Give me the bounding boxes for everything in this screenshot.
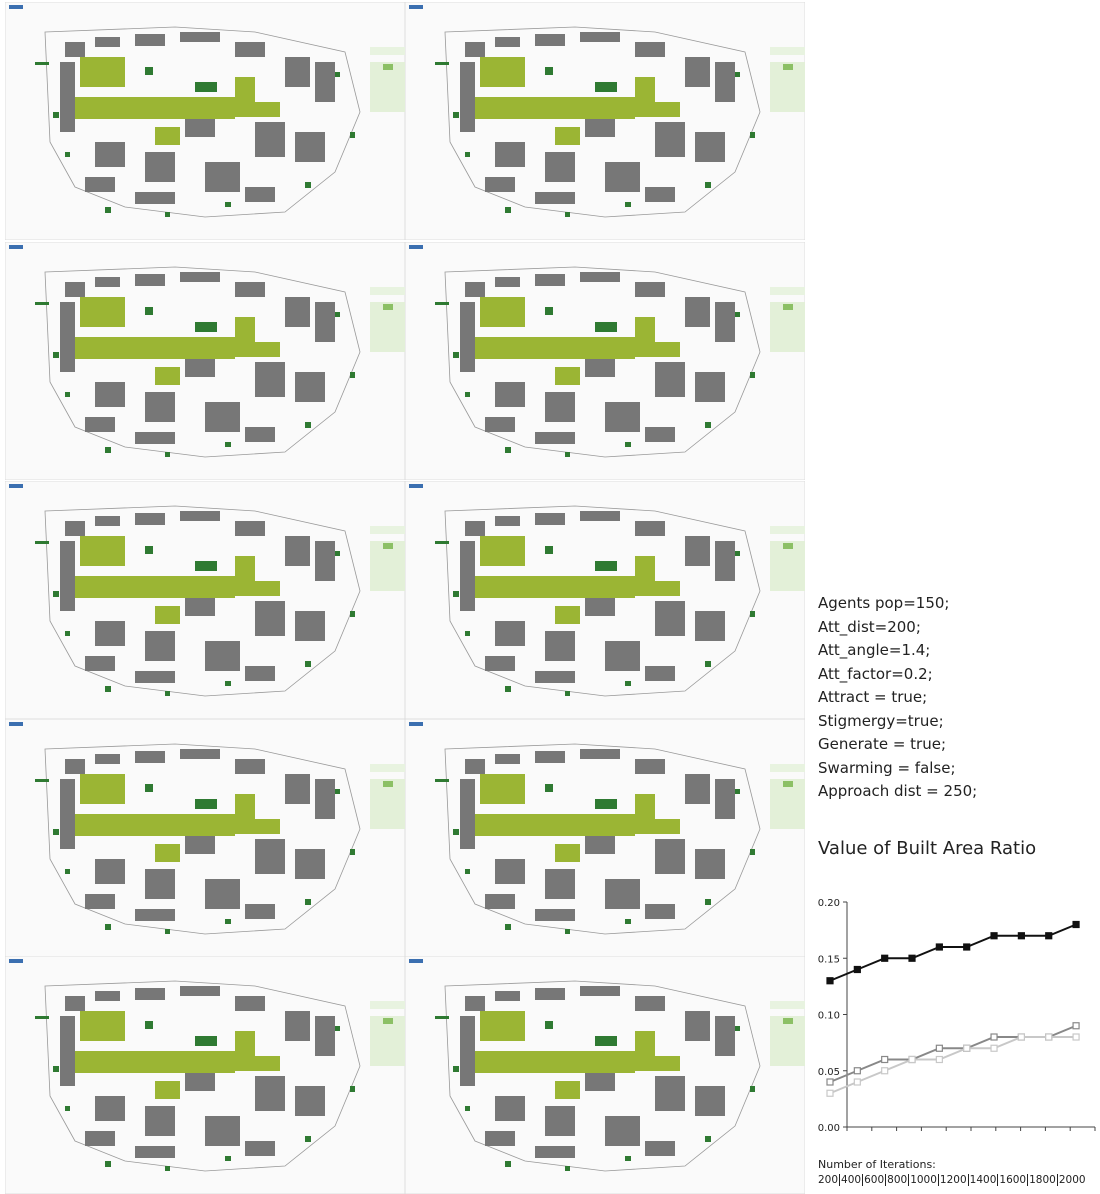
x-tick-label: 1600 [997, 1174, 1026, 1186]
data-point [1046, 933, 1052, 939]
map-panel [405, 956, 805, 1194]
data-point [827, 1090, 833, 1096]
parameter: Att_dist=200; [818, 616, 977, 640]
data-point [909, 1057, 915, 1063]
data-point [1073, 1034, 1079, 1040]
map-panel [5, 242, 405, 480]
data-point [827, 1079, 833, 1085]
map-panel [405, 719, 805, 957]
parameter: Att_angle=1.4; [818, 639, 977, 663]
map-panel [405, 2, 805, 240]
x-tick-label: 1000 [908, 1174, 937, 1186]
y-tick-label: 0.10 [818, 1011, 840, 1022]
y-tick-label: 0.05 [818, 1067, 840, 1078]
parameter: Stigmergy=true; [818, 710, 977, 734]
x-axis-title: Number of Iterations: [818, 1158, 936, 1171]
data-point [991, 1034, 997, 1040]
x-tick-label: 400 [839, 1174, 861, 1186]
parameter: Approach dist = 250; [818, 780, 977, 804]
x-tick-label: 800 [885, 1174, 907, 1186]
data-point [882, 1057, 888, 1063]
data-point [936, 1045, 942, 1051]
data-point [882, 1068, 888, 1074]
x-tick-label: 2000 [1057, 1174, 1086, 1186]
data-point [1073, 922, 1079, 928]
x-tick-label: 1800 [1027, 1174, 1056, 1186]
x-tick-label: 200 [818, 1174, 838, 1186]
data-point [964, 1045, 970, 1051]
data-point [854, 1068, 860, 1074]
simulation-panels [0, 0, 810, 1194]
x-tick-label: 600 [862, 1174, 884, 1186]
y-tick-label: 0.00 [818, 1123, 840, 1134]
data-point [909, 955, 915, 961]
data-point [854, 967, 860, 973]
chart-title: Value of Built Area Ratio [818, 838, 1036, 859]
map-panel [5, 956, 405, 1194]
data-point [936, 1057, 942, 1063]
data-point [991, 933, 997, 939]
x-tick-label: 1400 [968, 1174, 997, 1186]
map-panel [5, 481, 405, 719]
data-point [1018, 1034, 1024, 1040]
map-panel [5, 2, 405, 240]
parameter: Attract = true; [818, 686, 977, 710]
map-panel [405, 242, 805, 480]
data-point [936, 944, 942, 950]
data-point [991, 1045, 997, 1051]
data-point [882, 955, 888, 961]
y-tick-label: 0.20 [818, 898, 840, 909]
data-point [827, 978, 833, 984]
parameter: Swarming = false; [818, 757, 977, 781]
page: Agents pop=150;Att_dist=200;Att_angle=1.… [0, 0, 1100, 1194]
map-panel [5, 719, 405, 957]
data-point [1018, 933, 1024, 939]
data-point [1073, 1023, 1079, 1029]
parameter: Agents pop=150; [818, 592, 977, 616]
parameter: Att_factor=0.2; [818, 663, 977, 687]
data-point [1046, 1034, 1052, 1040]
y-tick-label: 0.15 [818, 954, 840, 965]
series-line [830, 1037, 1076, 1093]
x-tick-label: 1200 [938, 1174, 967, 1186]
series-line [830, 925, 1076, 981]
data-point [964, 944, 970, 950]
data-point [854, 1079, 860, 1085]
map-panel [405, 481, 805, 719]
parameter-list: Agents pop=150;Att_dist=200;Att_angle=1.… [818, 592, 977, 804]
parameter: Generate = true; [818, 733, 977, 757]
chart: 0.00 0.05 0.10 0.15 0.20 [810, 890, 1100, 1150]
